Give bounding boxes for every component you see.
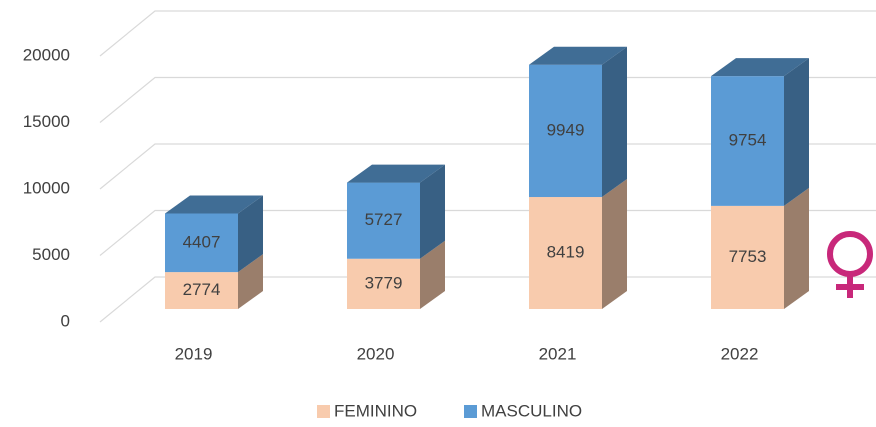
data-label: 7753 [729,247,767,266]
data-label: 5727 [365,210,403,229]
grid-line [99,10,876,57]
grid-line [99,276,876,323]
bar-side [420,240,445,309]
x-tick-label: 2020 [357,344,395,363]
data-label: 4407 [183,232,221,251]
data-label: 9754 [729,131,767,150]
bar [529,64,602,198]
grid-line [99,143,876,190]
data-label: 2774 [183,280,221,299]
plot: 0 5000 10000 15000 20000 2019 2774 4407 2020 3779… [23,10,876,420]
bar-side [238,254,263,309]
bar [711,76,784,206]
grid-line [99,209,876,256]
bar-side [784,187,809,309]
data-label: 3779 [365,273,403,292]
bar [347,182,420,259]
bar-side [784,58,809,206]
bar-side [420,164,445,259]
data-label: 8419 [547,242,585,261]
legend-label: FEMININO [334,401,417,420]
bar-top [529,46,627,65]
bar [347,258,420,309]
bar [165,213,238,273]
x-tick-label: 2019 [175,344,213,363]
x-tick-label: 2022 [721,344,759,363]
bar [711,205,784,309]
bar-top [711,58,809,77]
y-tick-label: 5000 [32,245,70,264]
bar [529,197,602,309]
y-tick-label: 0 [61,311,70,330]
female-symbol [827,231,873,298]
y-tick-label: 20000 [23,45,70,64]
bar-top [165,195,263,214]
legend-swatch [317,405,330,418]
bar-side [602,46,627,198]
grid-line [99,76,876,123]
x-tick-label: 2021 [539,344,577,363]
data-label: 9949 [547,120,585,139]
legend-label: MASCULINO [481,401,582,420]
bar [165,272,238,309]
bar-side [238,195,263,273]
y-tick-label: 15000 [23,112,70,131]
y-tick-label: 10000 [23,178,70,197]
legend-swatch [464,405,477,418]
bar-top [347,164,445,183]
bar-side [602,179,627,309]
